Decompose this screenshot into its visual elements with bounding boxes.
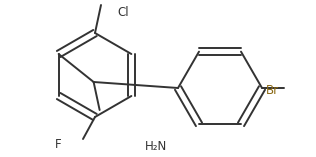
Text: F: F: [55, 138, 61, 151]
Text: Br: Br: [266, 84, 279, 97]
Text: H₂N: H₂N: [145, 140, 167, 153]
Text: Cl: Cl: [117, 6, 129, 19]
